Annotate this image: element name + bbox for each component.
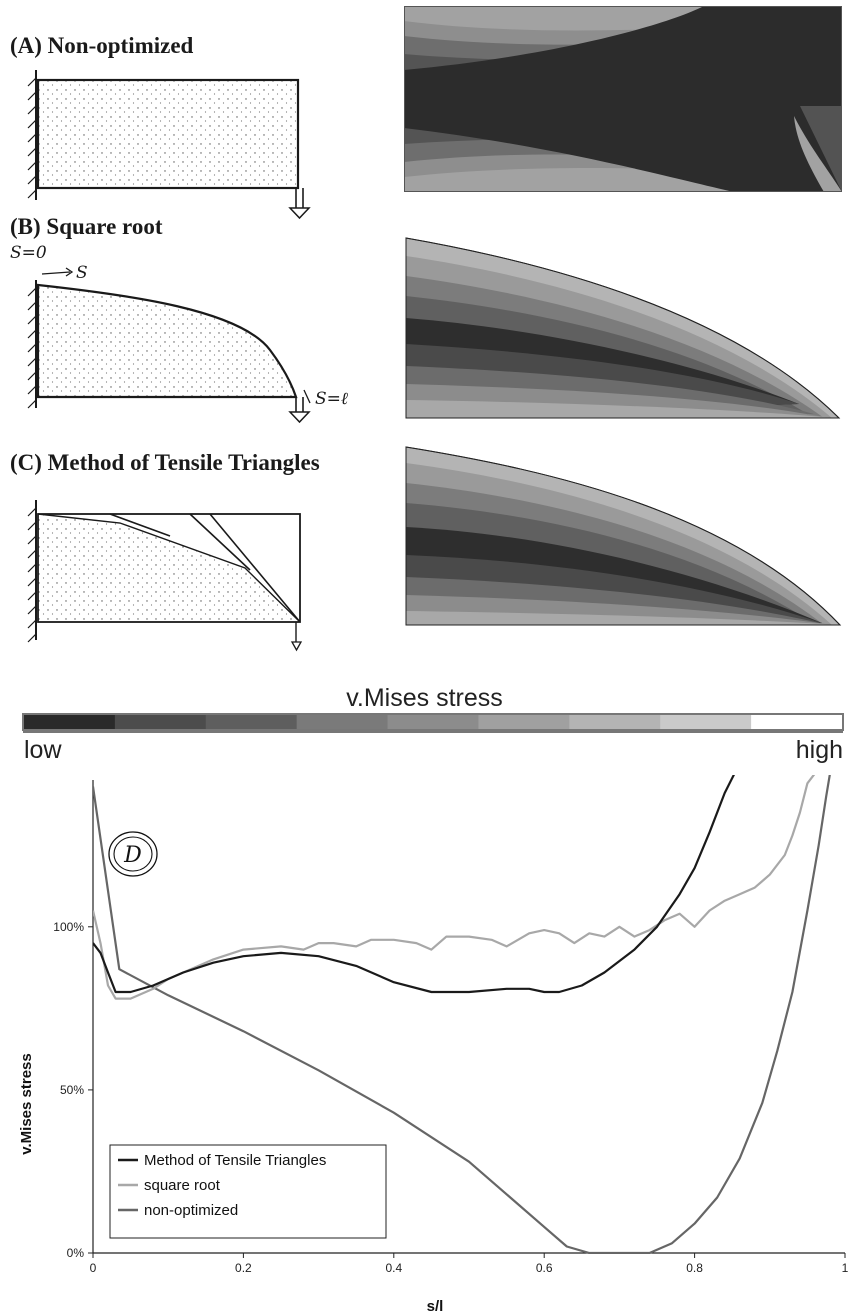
x-tick-label: 0.4 [385,1261,402,1275]
x-tick-label: 0.8 [686,1261,703,1275]
panel-d-label: D [108,831,158,877]
panel-b-title: (B) Square root [10,214,163,239]
x-tick-label: 0 [90,1261,97,1275]
sketch-a [27,70,311,220]
chart-series [93,775,831,1254]
y-tick-label: 0% [67,1246,85,1260]
sketch-b: S=0 S S=ℓ [10,243,348,424]
x-tick-label: 1 [842,1261,849,1275]
colorbar-segment [569,715,661,729]
colorbar-segment [114,715,207,729]
chart-legend: Method of Tensile Triangles square root no… [109,1144,387,1239]
stress-scale-title: v.Mises stress [346,684,503,712]
chart-axes [92,780,845,1254]
legend-label: Method of Tensile Triangles [144,1152,326,1169]
x-tick-label: 0.2 [235,1261,252,1275]
sketch-c [27,500,303,652]
s0-label: S=0 [10,243,47,263]
stress-colorbar [22,713,844,733]
colorbar-segment [660,715,752,729]
y-tick-label: 50% [60,1083,84,1097]
series-line-non-optimized [93,775,831,1254]
stress-scale-high-label: high [795,736,843,764]
contour-plot-a [404,6,842,192]
chart-ticks: 0 0.2 0.4 0.6 0.8 1 0% 50% 100% [53,920,848,1275]
colorbar-segment [24,715,116,729]
panel-c-title: (C) Method of Tensile Triangles [10,450,320,475]
sl-label: S=ℓ [315,389,348,409]
legend-label: square root [144,1177,221,1194]
contour-plot-b [405,237,841,419]
series-line-method-of-tensile-triangles [93,775,735,994]
panel-d-letter: D [123,843,142,868]
colorbar-segment [296,715,389,729]
legend-label: non-optimized [144,1202,238,1219]
colorbar-segment [751,715,843,729]
colorbar-frame [22,713,844,731]
stress-line-chart: 0 0.2 0.4 0.6 0.8 1 0% 50% 100% D s/l v.Mises st… [18,775,849,1315]
stress-scale-low-label: low [24,736,62,764]
colorbar-segment [205,715,298,729]
series-line-square-root [93,775,816,1000]
y-tick-label: 100% [53,920,84,934]
x-tick-label: 0.6 [536,1261,553,1275]
colorbar-segment [478,715,570,729]
contour-plot-c [405,446,842,626]
s-label: S [76,263,88,283]
x-axis-title: s/l [427,1298,444,1315]
colorbar-segment [387,715,479,729]
y-axis-title: v.Mises stress [18,1053,35,1154]
panel-a-title: (A) Non-optimized [10,33,194,58]
